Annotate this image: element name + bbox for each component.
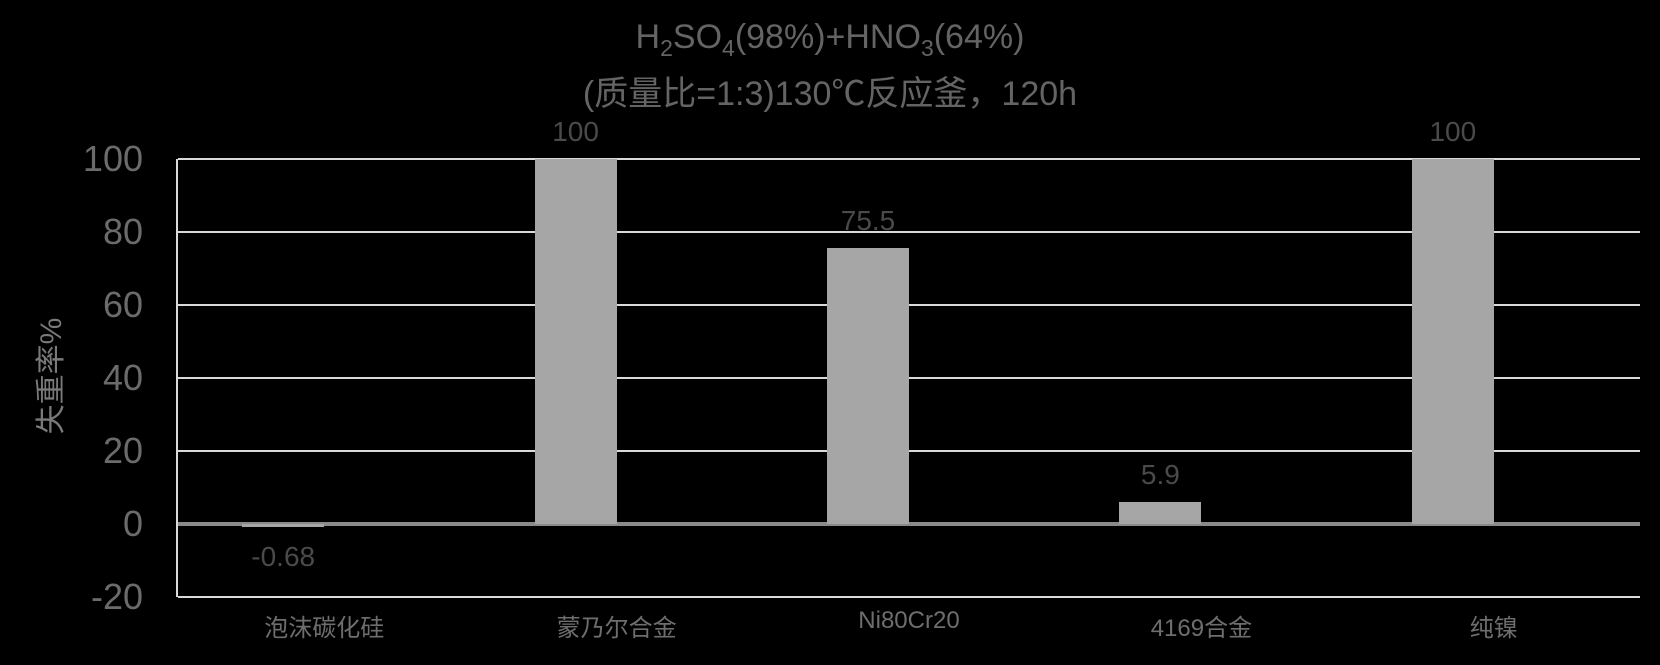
gridline (178, 450, 1640, 452)
chart-title-line2: (质量比=1:3)130℃反应釜，120h (582, 75, 1078, 113)
y-axis-tick: 20 (102, 430, 143, 471)
y-axis-tick: 60 (102, 284, 143, 325)
gridline (178, 158, 1640, 160)
title-subscript: 3 (920, 35, 934, 61)
title-text: H (635, 18, 661, 56)
chart-title-line1: H2SO4(98%)+HNO3(64%) (0, 14, 1660, 71)
category-label: 4169合金 (1150, 615, 1253, 642)
y-axis-tick: -20 (90, 576, 143, 617)
y-axis-tick: 0 (122, 503, 143, 544)
bar (534, 159, 617, 524)
category-label: 蒙乃尔合金 (556, 615, 677, 642)
title-text: (98%)+HNO (734, 18, 921, 56)
title-text: (64%) (933, 18, 1025, 56)
chart-title: H2SO4(98%)+HNO3(64%) (质量比=1:3)130℃反应釜，12… (0, 14, 1660, 117)
bar-data-label: 5.9 (1140, 459, 1180, 491)
bar-data-label: 100 (552, 116, 599, 147)
category-label: 纯镍 (1469, 615, 1518, 642)
y-axis-tick: 40 (102, 357, 143, 398)
bar-data-label: 100 (1429, 116, 1477, 147)
bar (1119, 502, 1202, 524)
y-axis-tick: 80 (102, 211, 143, 252)
plot-area: -0.68 泡沫碳化硅 100 蒙乃尔合金 75.5 Ni80Cr20 5.9 4169合金 1… (176, 116, 1640, 642)
gridline (178, 377, 1640, 379)
title-subscript: 4 (722, 35, 735, 61)
gridline (178, 596, 1640, 598)
title-text: SO (672, 18, 723, 56)
bar (827, 248, 909, 524)
zero-axis-line (178, 522, 1640, 526)
title-subscript: 2 (660, 35, 673, 61)
bar (1411, 159, 1494, 524)
gridline (178, 231, 1640, 233)
bar-data-label: -0.68 (251, 540, 316, 572)
category-label: Ni80Cr20 (858, 607, 960, 634)
bar-data-label: 75.5 (840, 205, 896, 237)
category-label: 泡沫碳化硅 (264, 615, 385, 642)
y-axis-tick: 100 (82, 138, 143, 179)
bar (242, 524, 325, 527)
gridline (178, 304, 1640, 306)
